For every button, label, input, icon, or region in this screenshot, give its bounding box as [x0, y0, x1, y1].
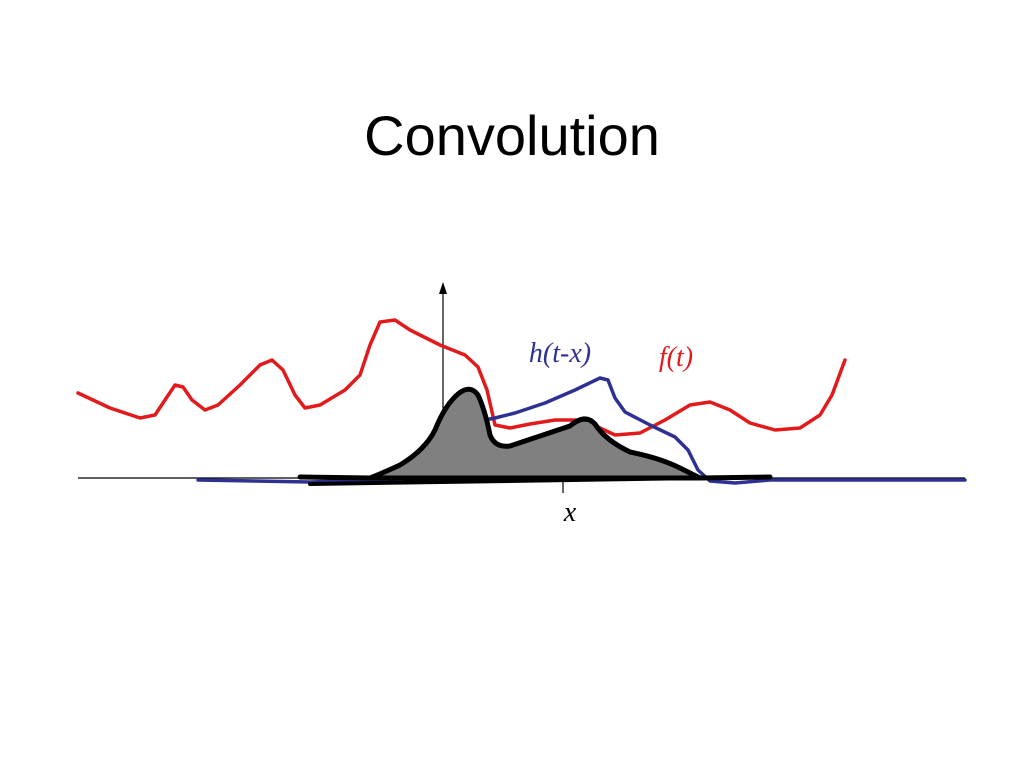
x-label: x — [563, 497, 577, 528]
product-area — [297, 386, 773, 481]
product-baseline — [308, 476, 702, 486]
slide-title: Convolution — [364, 104, 660, 167]
f-label: f(t) — [659, 342, 693, 373]
f-curve — [76, 318, 847, 437]
axis-arrowhead — [439, 282, 447, 294]
h-label: h(t-x) — [529, 338, 591, 369]
